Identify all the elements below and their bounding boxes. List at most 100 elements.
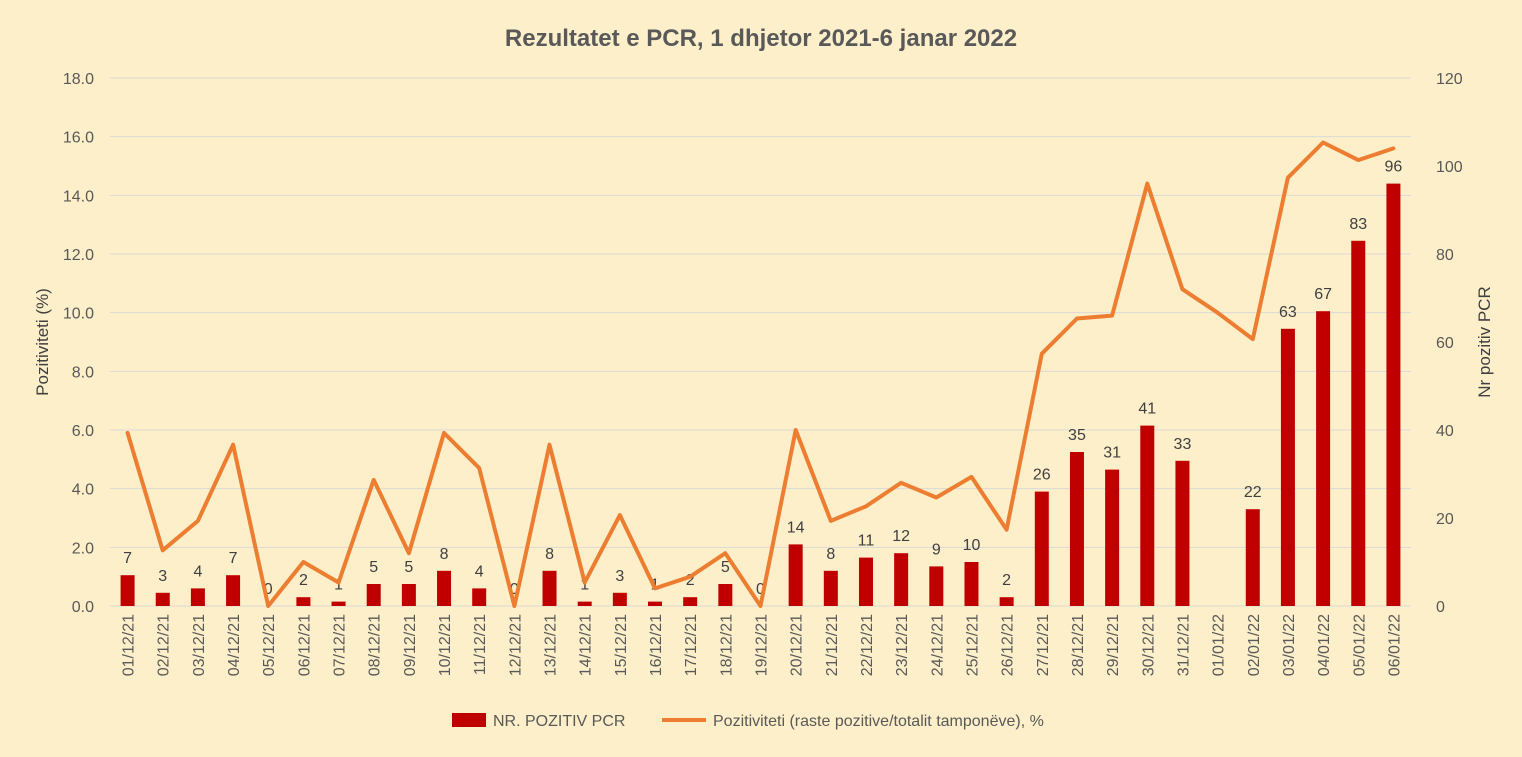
bar bbox=[121, 575, 135, 606]
y-axis-right-label: Nr pozitiv PCR bbox=[1475, 286, 1494, 397]
bar bbox=[226, 575, 240, 606]
bar bbox=[332, 602, 346, 606]
bar bbox=[1000, 597, 1014, 606]
bar-data-label: 3 bbox=[615, 568, 624, 585]
bar bbox=[402, 584, 416, 606]
left-tick-label: 14.0 bbox=[63, 188, 94, 205]
bar-data-label: 9 bbox=[932, 541, 941, 558]
bar-data-label: 8 bbox=[545, 546, 554, 563]
x-tick-label: 03/12/21 bbox=[191, 614, 208, 676]
bar bbox=[964, 562, 978, 606]
bar-data-label: 5 bbox=[369, 559, 378, 576]
right-tick-label: 120 bbox=[1436, 71, 1463, 88]
bar-data-label: 35 bbox=[1068, 427, 1086, 444]
bar bbox=[472, 588, 486, 606]
bar bbox=[1035, 492, 1049, 606]
bar bbox=[824, 571, 838, 606]
x-tick-label: 02/01/22 bbox=[1246, 614, 1263, 676]
bar bbox=[296, 597, 310, 606]
bar bbox=[683, 597, 697, 606]
bar-data-label: 8 bbox=[826, 546, 835, 563]
bar bbox=[1070, 452, 1084, 606]
legend: NR. POZITIV PCR Pozitiviteti (raste pozi… bbox=[452, 713, 1044, 730]
bar-data-label: 33 bbox=[1174, 436, 1192, 453]
left-tick-label: 0.0 bbox=[72, 599, 94, 616]
left-tick-label: 18.0 bbox=[63, 71, 94, 88]
bar bbox=[543, 571, 557, 606]
x-tick-label: 10/12/21 bbox=[437, 614, 454, 676]
bar-data-label: 11 bbox=[858, 533, 875, 550]
bar-data-label: 96 bbox=[1385, 159, 1403, 176]
x-tick-label: 23/12/21 bbox=[894, 614, 911, 676]
left-axis-ticks: 0.02.04.06.08.010.012.014.016.018.0 bbox=[63, 71, 94, 616]
x-tick-label: 25/12/21 bbox=[964, 614, 981, 676]
legend-bar-swatch bbox=[452, 713, 486, 727]
left-tick-label: 4.0 bbox=[72, 482, 94, 499]
right-tick-label: 40 bbox=[1436, 423, 1454, 440]
bar-data-label: 31 bbox=[1103, 445, 1121, 462]
bar bbox=[1316, 311, 1330, 606]
bar-data-label: 63 bbox=[1279, 304, 1297, 321]
bar bbox=[1175, 461, 1189, 606]
bar-data-label: 2 bbox=[299, 572, 308, 589]
left-tick-label: 12.0 bbox=[63, 247, 94, 264]
right-tick-label: 60 bbox=[1436, 335, 1454, 352]
right-tick-label: 100 bbox=[1436, 159, 1463, 176]
bar-data-label: 4 bbox=[475, 563, 484, 580]
x-tick-label: 03/01/22 bbox=[1281, 614, 1298, 676]
bar-data-label: 26 bbox=[1033, 467, 1051, 484]
x-tick-label: 04/01/22 bbox=[1316, 614, 1333, 676]
left-tick-label: 8.0 bbox=[72, 364, 94, 381]
bar bbox=[1386, 184, 1400, 606]
x-tick-label: 29/12/21 bbox=[1105, 614, 1122, 676]
x-tick-label: 05/01/22 bbox=[1351, 614, 1368, 676]
x-tick-label: 22/12/21 bbox=[859, 614, 876, 676]
x-tick-label: 07/12/21 bbox=[332, 614, 349, 676]
x-tick-label: 19/12/21 bbox=[754, 614, 771, 676]
right-tick-label: 80 bbox=[1436, 247, 1454, 264]
x-tick-label: 06/01/22 bbox=[1386, 614, 1403, 676]
bar bbox=[613, 593, 627, 606]
bar-data-label: 4 bbox=[193, 563, 202, 580]
bar-series bbox=[121, 184, 1401, 606]
bar bbox=[789, 544, 803, 606]
x-tick-label: 02/12/21 bbox=[156, 614, 173, 676]
bar-data-label: 2 bbox=[1002, 572, 1011, 589]
x-tick-label: 05/12/21 bbox=[261, 614, 278, 676]
bar bbox=[718, 584, 732, 606]
x-tick-label: 12/12/21 bbox=[507, 614, 524, 676]
x-tick-label: 30/12/21 bbox=[1140, 614, 1157, 676]
gridlines bbox=[110, 78, 1411, 606]
bar bbox=[156, 593, 170, 606]
x-tick-label: 04/12/21 bbox=[226, 614, 243, 676]
legend-bar-label: NR. POZITIV PCR bbox=[493, 713, 625, 730]
bar bbox=[578, 602, 592, 606]
bar bbox=[1246, 509, 1260, 606]
x-tick-label: 11/12/21 bbox=[472, 614, 489, 675]
bar bbox=[929, 566, 943, 606]
bar-data-label: 3 bbox=[158, 568, 167, 585]
left-tick-label: 10.0 bbox=[63, 306, 94, 323]
x-tick-label: 13/12/21 bbox=[543, 614, 560, 676]
x-tick-label: 27/12/21 bbox=[1035, 614, 1052, 676]
y-axis-left-label: Pozitiviteti (%) bbox=[33, 288, 52, 396]
x-tick-label: 08/12/21 bbox=[367, 614, 384, 676]
x-tick-label: 06/12/21 bbox=[296, 614, 313, 676]
bar-data-label: 10 bbox=[963, 537, 981, 554]
bar bbox=[1351, 241, 1365, 606]
bar-data-label: 83 bbox=[1349, 216, 1367, 233]
right-tick-label: 20 bbox=[1436, 511, 1454, 528]
bar-data-label: 12 bbox=[892, 528, 910, 545]
x-tick-label: 20/12/21 bbox=[789, 614, 806, 676]
chart-title: Rezultatet e PCR, 1 dhjetor 2021-6 janar… bbox=[505, 25, 1017, 52]
left-tick-label: 16.0 bbox=[63, 130, 94, 147]
x-tick-label: 14/12/21 bbox=[578, 614, 595, 676]
x-tick-label: 01/01/22 bbox=[1211, 614, 1228, 676]
right-tick-label: 0 bbox=[1436, 599, 1445, 616]
x-tick-label: 09/12/21 bbox=[402, 614, 419, 676]
bar-data-label: 5 bbox=[404, 559, 413, 576]
bar bbox=[1281, 329, 1295, 606]
